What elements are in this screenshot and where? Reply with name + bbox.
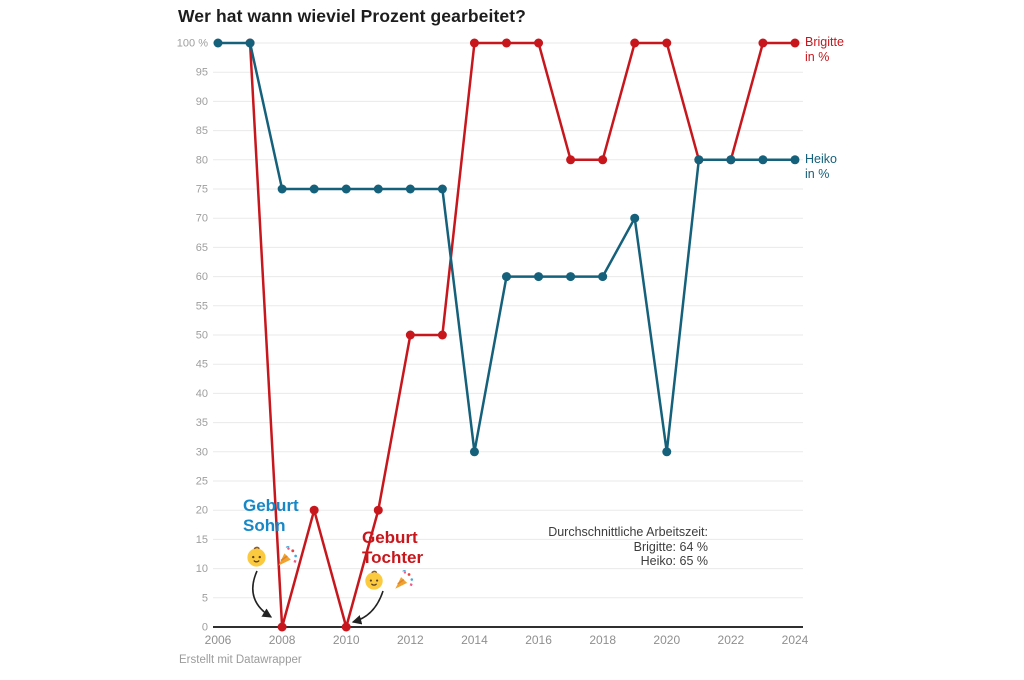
y-axis-tick-label: 100 % — [177, 38, 208, 50]
y-axis-tick-label: 85 — [196, 125, 208, 137]
legend-heiko-name: Heiko — [805, 151, 837, 166]
party-popper-icon — [395, 570, 414, 589]
y-axis-tick-label: 60 — [196, 271, 208, 283]
annotation-arrows — [252, 570, 384, 625]
legend-heiko-unit: in % — [805, 166, 830, 181]
data-point-heiko — [694, 155, 704, 165]
data-point-heiko — [534, 272, 544, 282]
data-point-brigitte — [437, 330, 447, 340]
data-point-heiko — [502, 272, 511, 282]
data-point-brigitte — [405, 330, 415, 340]
data-point-brigitte — [534, 38, 544, 48]
x-axis-tick-label: 2008 — [269, 633, 296, 647]
y-axis-tick-label: 75 — [196, 184, 208, 196]
y-axis-tick-label: 25 — [196, 476, 208, 488]
annotation-geburt-tochter-emojis — [363, 569, 415, 591]
data-point-heiko — [630, 213, 640, 223]
y-axis-tick-label: 30 — [196, 446, 208, 458]
data-point-brigitte — [502, 38, 511, 48]
data-point-heiko — [437, 184, 447, 194]
y-axis-tick-label: 80 — [196, 154, 208, 166]
data-point-brigitte — [277, 622, 287, 632]
data-point-heiko — [405, 184, 415, 194]
data-point-brigitte — [790, 38, 800, 48]
y-axis-tick-label: 0 — [202, 622, 208, 634]
data-point-brigitte — [630, 38, 640, 48]
data-point-heiko — [469, 447, 479, 457]
data-point-heiko — [373, 184, 383, 194]
annotation-geburt-sohn-emojis — [245, 545, 299, 568]
data-point-heiko — [245, 38, 255, 48]
party-popper-icon — [278, 546, 297, 566]
y-axis-tick-label: 70 — [196, 213, 208, 225]
y-axis-tick-label: 95 — [196, 67, 208, 79]
x-axis-tick-label: 2020 — [653, 633, 680, 647]
baby-icon — [365, 570, 383, 590]
average-worktime-note: Durchschnittliche Arbeitszeit: Brigitte:… — [548, 525, 708, 569]
y-axis-tick-label: 10 — [196, 563, 208, 575]
y-axis-tick-label: 40 — [196, 388, 208, 400]
y-axis-tick-label: 5 — [202, 592, 208, 604]
y-axis-tick-label: 20 — [196, 505, 208, 517]
data-point-brigitte — [566, 155, 576, 165]
data-point-heiko — [758, 155, 768, 165]
y-axis-tick-label: 90 — [196, 96, 208, 108]
annotation-geburt-tochter-line2: Tochter — [362, 548, 424, 567]
chart-title: Wer hat wann wieviel Prozent gearbeitet? — [178, 6, 526, 26]
x-axis-tick-label: 2014 — [461, 633, 488, 647]
x-axis-tick-label: 2010 — [333, 633, 360, 647]
annotation-geburt-sohn: Geburt Sohn — [243, 496, 299, 536]
data-point-brigitte — [758, 38, 768, 48]
annotation-geburt-tochter-line1: Geburt — [362, 528, 418, 547]
average-note-title: Durchschnittliche Arbeitszeit: — [548, 525, 708, 539]
legend-brigitte-name: Brigitte — [805, 35, 844, 49]
y-axis-tick-label: 65 — [196, 242, 208, 254]
data-point-brigitte — [598, 155, 608, 165]
x-axis-tick-label: 2022 — [718, 633, 745, 647]
average-note-heiko: Heiko: 65 % — [640, 554, 708, 568]
data-point-brigitte — [341, 622, 351, 632]
x-axis-tick-label: 2016 — [525, 633, 552, 647]
data-point-brigitte — [373, 505, 383, 515]
data-point-brigitte — [662, 38, 672, 48]
average-note-brigitte: Brigitte: 64 % — [633, 539, 708, 554]
legend-brigitte-unit: in % — [805, 50, 830, 64]
annotation-arrow-tochter — [351, 590, 384, 625]
y-axis-tick-label: 45 — [196, 359, 208, 371]
annotation-geburt-sohn-line1: Geburt — [243, 496, 299, 515]
y-axis-tick-label: 50 — [196, 330, 208, 342]
baby-icon — [247, 546, 266, 567]
x-axis-tick-label: 2006 — [205, 633, 232, 647]
annotation-geburt-tochter: Geburt Tochter — [362, 528, 423, 568]
data-point-heiko — [662, 447, 672, 457]
data-point-heiko — [790, 155, 800, 165]
y-axis-tick-label: 35 — [196, 417, 208, 429]
data-point-heiko — [726, 155, 736, 165]
data-point-heiko — [598, 272, 608, 282]
datawrapper-credit: Erstellt mit Datawrapper — [179, 654, 302, 666]
x-axis-tick-label: 2018 — [589, 633, 616, 647]
legend-heiko: Heiko in % — [805, 152, 837, 182]
data-point-heiko — [277, 184, 287, 194]
legend-brigitte: Brigitte in % — [805, 35, 844, 65]
data-point-brigitte — [309, 505, 319, 515]
data-point-heiko — [309, 184, 319, 194]
x-axis-tick-label: 2012 — [397, 633, 424, 647]
data-point-heiko — [213, 38, 223, 48]
annotation-geburt-sohn-line2: Sohn — [243, 516, 286, 535]
y-axis-tick-label: 15 — [196, 534, 208, 546]
y-axis-tick-label: 55 — [196, 300, 208, 312]
x-axis-tick-label: 2024 — [782, 633, 809, 647]
data-point-heiko — [341, 184, 351, 194]
data-point-brigitte — [469, 38, 479, 48]
annotation-arrow-sohn — [252, 570, 273, 618]
data-point-heiko — [566, 272, 576, 282]
